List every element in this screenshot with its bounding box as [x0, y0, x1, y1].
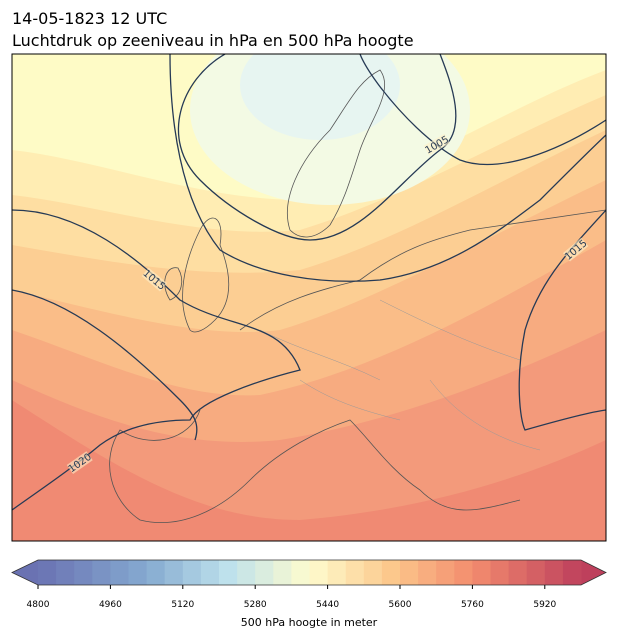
colorbar-bin [418, 560, 437, 585]
contour-label-bg [562, 237, 589, 262]
colorbar-bin [291, 560, 310, 585]
contour-label-bg [66, 451, 93, 474]
colorbar-extend-high [581, 560, 606, 585]
contour-label-bg [141, 267, 168, 292]
colorbar-tick-label: 5120 [171, 600, 194, 610]
colorbar-bin [38, 560, 57, 585]
colorbar-bin [164, 560, 184, 585]
colorbar-tick-label: 4960 [99, 600, 122, 610]
colorbar-bin [562, 560, 582, 585]
colorbar-label: 500 hPa hoogte in meter [241, 616, 378, 629]
colorbar-bin [200, 560, 220, 585]
colorbar-tick-label: 5920 [533, 600, 556, 610]
colorbar-bin [92, 560, 111, 585]
colorbar-extend-low [12, 560, 38, 585]
title: 14-05-1823 12 UTC [12, 9, 167, 28]
colorbar-tick-label: 5280 [244, 600, 267, 610]
colorbar-bin [327, 560, 347, 585]
colorbar-bin [400, 560, 419, 585]
map [12, 54, 606, 541]
colorbar-bin [237, 560, 256, 585]
colorbar-bin [526, 560, 546, 585]
contour-label-bg [423, 133, 450, 156]
colorbar-bin [255, 560, 274, 585]
colorbar-tick-label: 5600 [389, 600, 412, 610]
colorbar-bin [544, 560, 564, 585]
colorbar-bin [345, 560, 365, 585]
colorbar-tick-label: 4800 [27, 600, 50, 610]
colorbar-bin [454, 560, 473, 585]
colorbar-tick-label: 5440 [316, 600, 339, 610]
colorbar-bin [436, 560, 455, 585]
colorbar-bin [273, 560, 292, 585]
subtitle: Luchtdruk op zeeniveau in hPa en 500 hPa… [12, 31, 414, 50]
colorbar-bin [508, 560, 528, 585]
colorbar-outline [11, 559, 607, 586]
colorbar-bin [490, 560, 510, 585]
colorbar-bin [110, 560, 129, 585]
colorbar-bin [56, 560, 75, 585]
colorbar-bin [74, 560, 93, 585]
colorbar-bin [219, 560, 238, 585]
colorbar-bin [472, 560, 491, 585]
colorbar-bin [128, 560, 148, 585]
colorbar-bin [182, 560, 202, 585]
colorbar-bin [381, 560, 401, 585]
colorbar-tick-label: 5760 [461, 600, 484, 610]
map-frame [11, 53, 607, 542]
colorbar-bin [309, 560, 329, 585]
colorbar-bin [363, 560, 383, 585]
colorbar-bin [146, 560, 166, 585]
